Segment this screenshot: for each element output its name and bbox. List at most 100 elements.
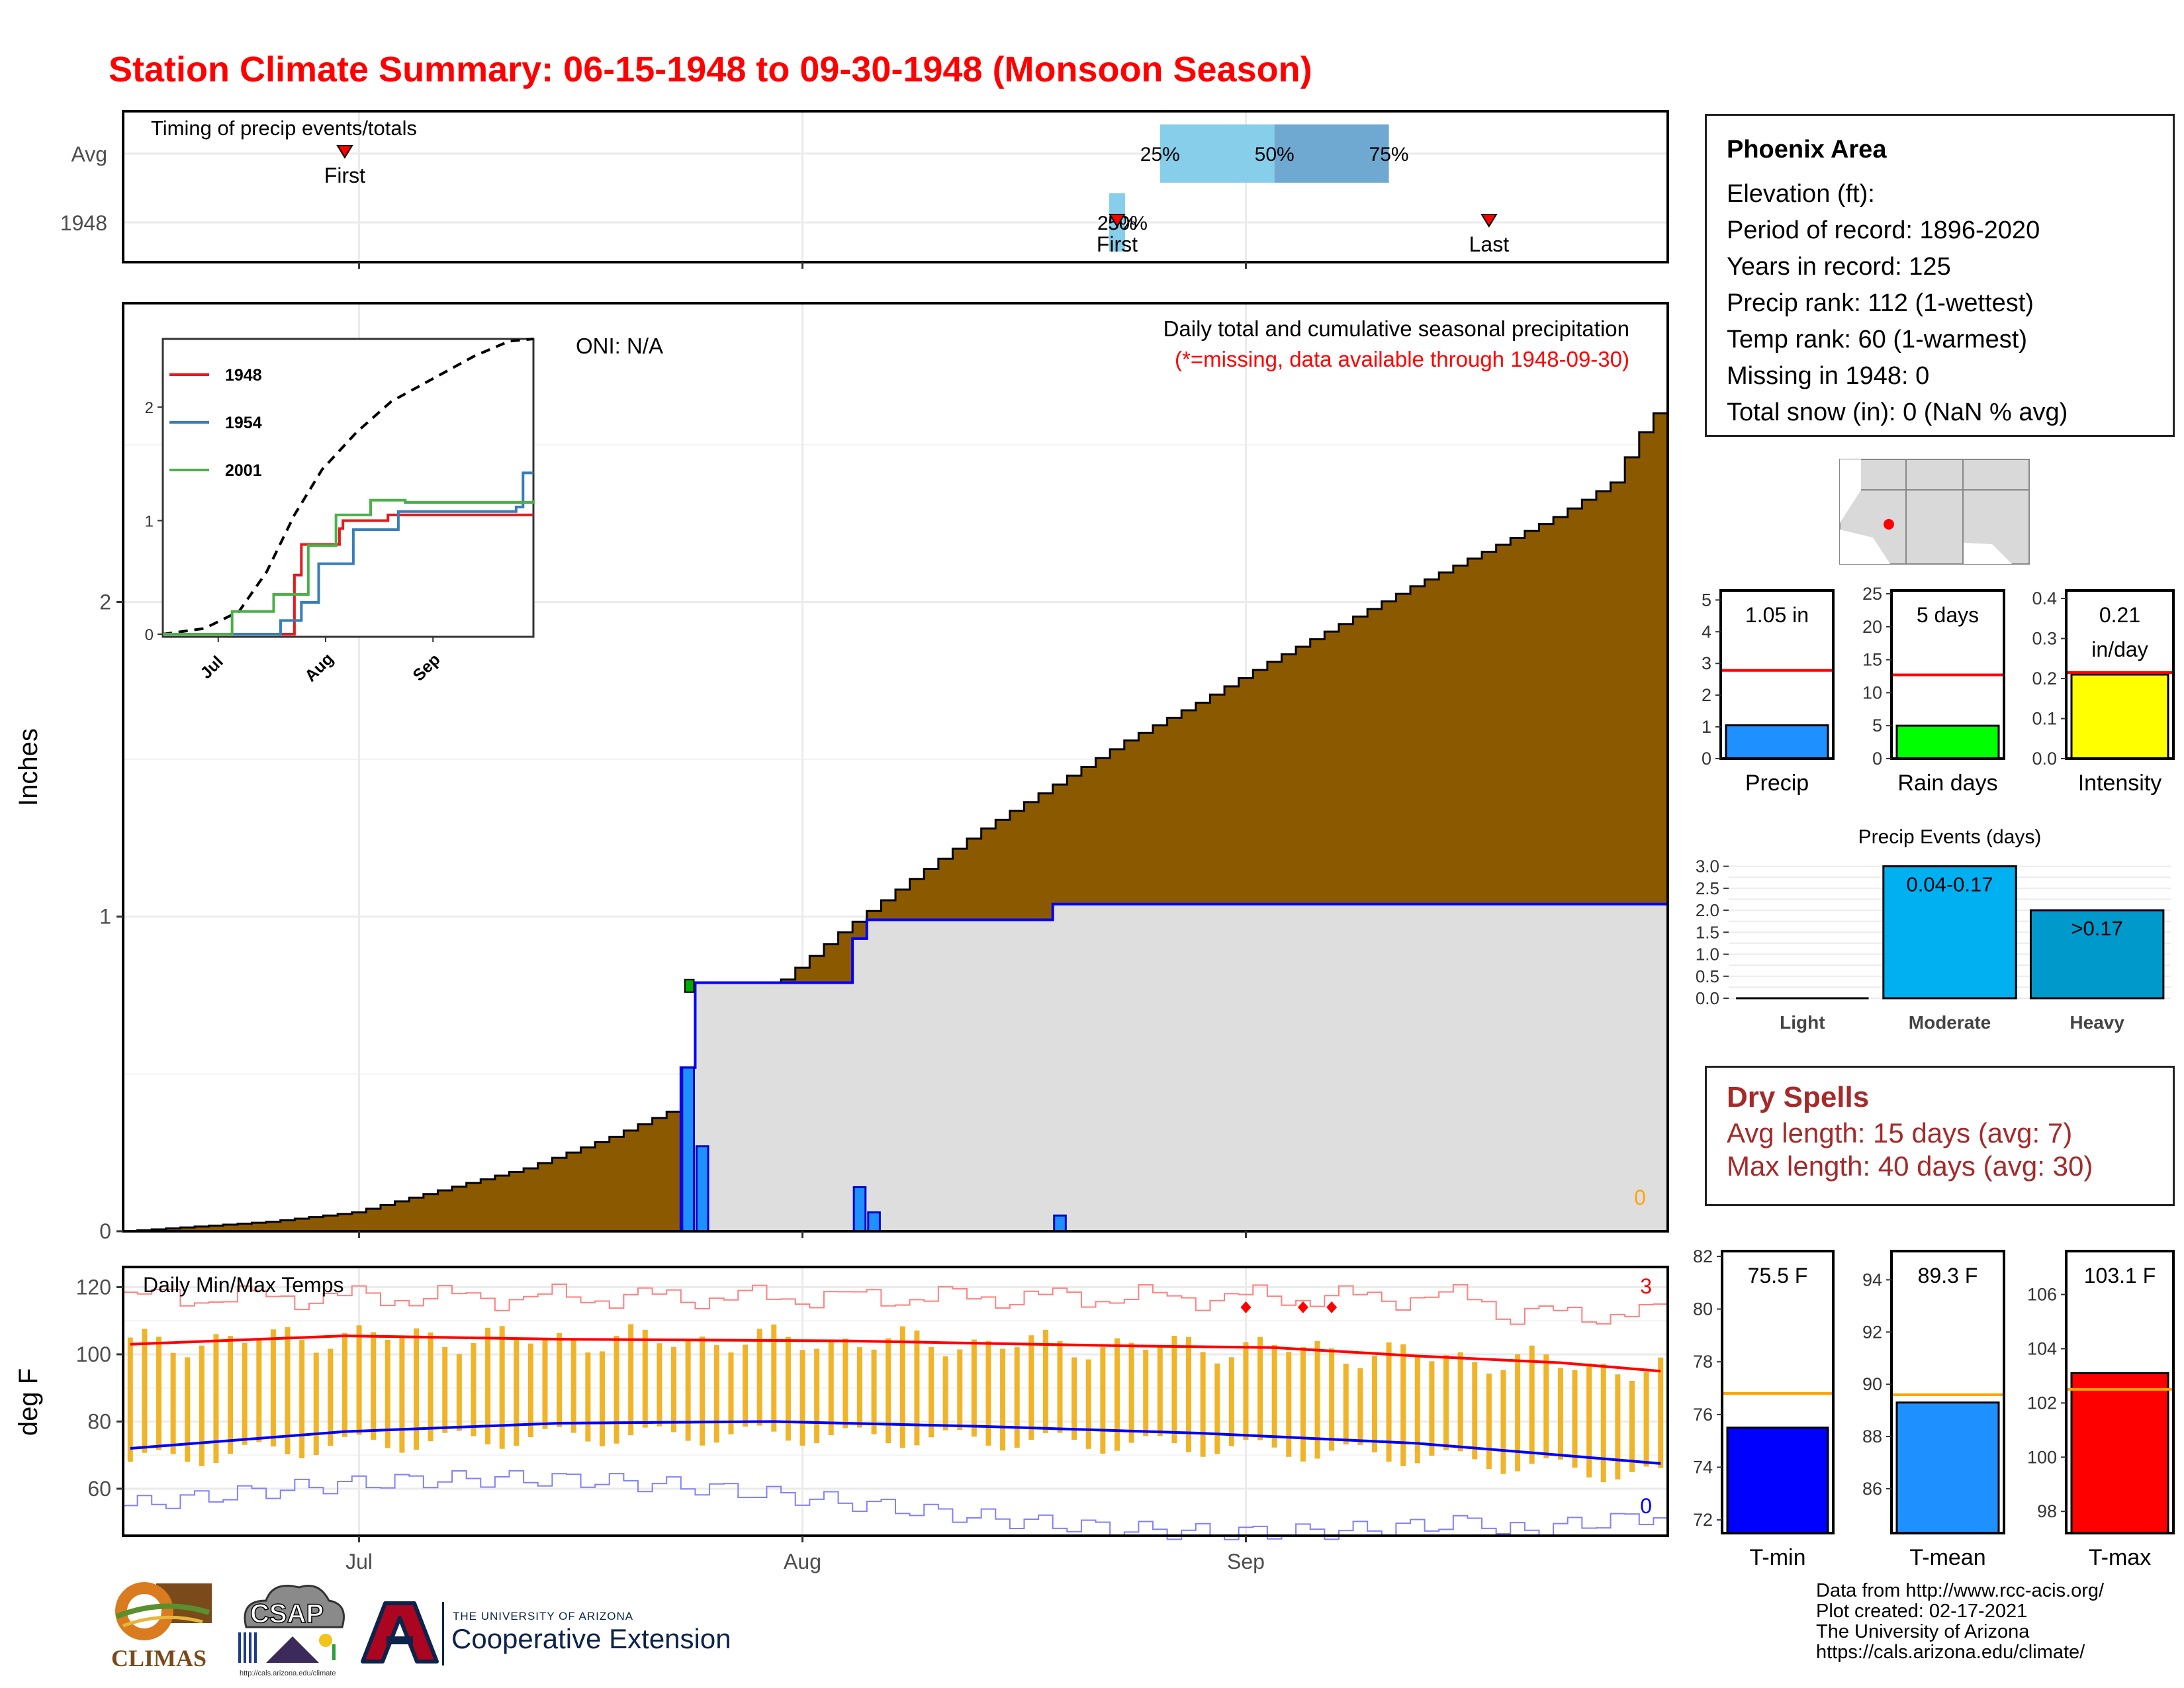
temp-daily-bar — [828, 1339, 834, 1435]
station-name: Phoenix Area — [1727, 136, 1887, 164]
rain_days-ytick-label: 0 — [1872, 749, 1882, 769]
csap-logo-text: CSAP — [250, 1599, 324, 1628]
temp-daily-bar — [1429, 1361, 1435, 1456]
tmean-ytick-label: 94 — [1862, 1270, 1882, 1289]
temp-daily-bar — [899, 1326, 905, 1448]
intensity-ytick-label: 0.1 — [2032, 709, 2057, 729]
temp-avg-max-line — [130, 1335, 1661, 1373]
tmean-bar — [1895, 1401, 2000, 1534]
inset-series-2001 — [163, 498, 535, 635]
inset-ytick-label: 1 — [145, 512, 154, 530]
tmin-ytick-label: 76 — [1693, 1405, 1713, 1425]
timing-label-q75: 75% — [1369, 144, 1409, 165]
precip_total-ytick-label: 0 — [1702, 749, 1711, 769]
credits: Data from http://www.rcc-acis.org/ Plot … — [1816, 1581, 2104, 1663]
station-info-box: Phoenix Area Elevation (ft): Period of r… — [1705, 114, 2175, 437]
temp-daily-bar — [1128, 1342, 1134, 1443]
rain_days-panel-border — [1890, 589, 2005, 760]
credit-university: The University of Arizona — [1816, 1621, 2030, 1642]
temp-ytick-label: 120 — [76, 1275, 111, 1299]
temp-daily-bar — [886, 1338, 891, 1444]
events-category-2: Heavy — [2070, 1012, 2124, 1033]
tmax-bar — [2070, 1372, 2169, 1534]
tmean-value-label: 89.3 F — [1918, 1264, 1978, 1288]
temp-daily-bar — [1386, 1342, 1392, 1462]
events-ytick-label: 2.0 — [1696, 900, 1719, 920]
temp-daily-bar — [299, 1340, 305, 1458]
precip_total-ytick-label: 5 — [1702, 590, 1711, 610]
temp-daily-bar — [728, 1352, 734, 1434]
temp-daily-bar — [756, 1329, 762, 1426]
temp-daily-bar — [1300, 1346, 1306, 1462]
cum-missing-count: 0 — [1634, 1186, 1646, 1209]
tmean-ytick-label: 92 — [1862, 1322, 1882, 1342]
temp-daily-bar — [1414, 1356, 1420, 1464]
inset-legend-label-1954: 1954 — [225, 414, 262, 432]
temp-xtick-label: Sep — [1227, 1550, 1265, 1573]
rain_days-bar — [1895, 724, 2000, 760]
temp-daily-bar — [313, 1352, 319, 1455]
temp-daily-bar — [1143, 1350, 1149, 1436]
temp-daily-bar — [199, 1345, 205, 1466]
daily-precip-bar-2 — [852, 1186, 867, 1233]
temp-daily-bar — [485, 1327, 491, 1444]
cum-ylabel: Inches — [14, 728, 43, 806]
temp-daily-bar — [285, 1327, 291, 1454]
temp-daily-bar — [1243, 1342, 1249, 1440]
temp-daily-bar — [1472, 1362, 1478, 1460]
precip_total-bar — [1725, 724, 1829, 760]
inset-legend-label-2001: 2001 — [225, 461, 262, 480]
daily-precip-marker — [684, 978, 695, 993]
daily-precip-bar-4 — [1053, 1214, 1067, 1233]
climas-logo-icon — [115, 1582, 212, 1640]
rain_days-ytick-label: 15 — [1862, 650, 1882, 670]
temp-daily-bar — [170, 1352, 176, 1454]
temp-daily-bar — [1500, 1370, 1506, 1474]
temp-record-marker-0 — [1240, 1301, 1251, 1313]
tmax-panel-border — [2065, 1250, 2175, 1534]
temp-daily-bar — [985, 1340, 991, 1446]
events-bar-label-2: >0.17 — [2071, 917, 2122, 940]
cum-1948-area — [123, 904, 1668, 1231]
daily-precip-bar-3 — [867, 1211, 881, 1233]
temp-panel-bg — [123, 1267, 1668, 1536]
page-title: Station Climate Summary: 06-15-1948 to 0… — [109, 50, 1312, 89]
temp-xtick-label: Aug — [784, 1550, 821, 1573]
period-text: Period of record: 1896-2020 — [1727, 216, 2040, 244]
temp-daily-bar — [628, 1324, 634, 1436]
precip_total-ytick-label: 3 — [1702, 653, 1711, 673]
intensity-value-label: 0.21 — [2099, 603, 2140, 627]
tmin-ytick-label: 78 — [1693, 1352, 1713, 1372]
temp-record-low-count: 0 — [1640, 1494, 1652, 1518]
temp-daily-bar — [1114, 1338, 1120, 1451]
tmax-ytick-label: 98 — [2037, 1501, 2057, 1521]
intensity-category-label: Intensity — [2078, 771, 2162, 796]
temp-daily-bar — [270, 1329, 276, 1447]
ua-small-text: THE UNIVERSITY OF ARIZONA — [453, 1610, 634, 1622]
temp-daily-bar — [1085, 1359, 1091, 1449]
temp-daily-bar — [242, 1342, 248, 1445]
temp-record-high-line — [123, 1283, 1668, 1325]
temp-daily-bar — [356, 1325, 362, 1435]
timing-year-first-marker — [1109, 214, 1126, 228]
cum-ytick-label: 2 — [99, 590, 111, 614]
temp-daily-bar — [1028, 1335, 1034, 1440]
events-ytick-label: 0.5 — [1696, 966, 1719, 986]
precip_total-ytick-label: 2 — [1702, 685, 1711, 705]
dry-spells-max: Max length: 40 days (avg: 30) — [1727, 1150, 2093, 1182]
temp-daily-bar — [1586, 1363, 1592, 1477]
temp-daily-bar — [771, 1324, 777, 1432]
tmax-ytick-label: 102 — [2027, 1393, 2057, 1413]
temp-daily-bar — [842, 1338, 848, 1429]
rain_days-category-label: Rain days — [1897, 771, 1997, 796]
temp-panel-border — [122, 1266, 1669, 1537]
temp-daily-bar — [1371, 1356, 1377, 1453]
tmax-ytick-label: 100 — [2027, 1447, 2057, 1467]
temp-daily-bar — [399, 1336, 405, 1453]
temp-daily-bar — [414, 1328, 420, 1450]
tmean-panel-border — [1890, 1250, 2005, 1534]
csap-logo-icon: CSAP — [238, 1585, 345, 1663]
temp-daily-bar — [814, 1348, 820, 1444]
timing-avg-first-label: First — [324, 164, 365, 187]
temp-daily-bar — [1157, 1345, 1163, 1436]
